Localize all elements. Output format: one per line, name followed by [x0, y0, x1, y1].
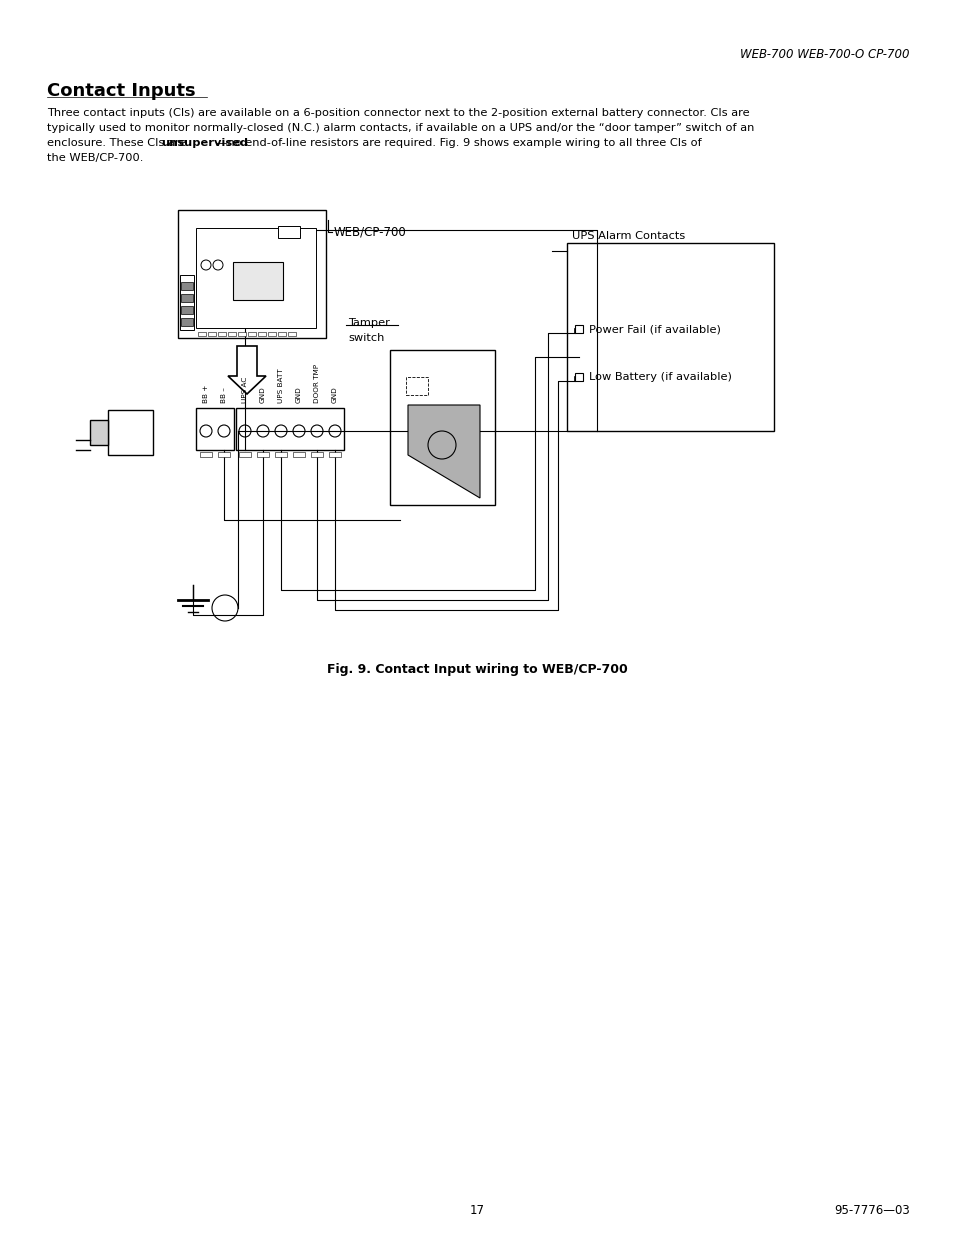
- Text: enclosure. These CIs are: enclosure. These CIs are: [47, 138, 190, 148]
- Bar: [257, 332, 266, 336]
- Bar: [181, 306, 193, 314]
- Bar: [329, 452, 340, 457]
- Bar: [311, 452, 323, 457]
- Bar: [195, 408, 233, 450]
- Text: GND: GND: [260, 387, 266, 403]
- Bar: [237, 332, 246, 336]
- Bar: [575, 325, 582, 333]
- Bar: [200, 452, 212, 457]
- Text: BB +: BB +: [203, 384, 209, 403]
- Bar: [268, 332, 275, 336]
- Text: UPS Alarm Contacts: UPS Alarm Contacts: [572, 231, 684, 241]
- Text: UPS BATT: UPS BATT: [277, 368, 284, 403]
- Bar: [288, 332, 295, 336]
- Bar: [235, 408, 344, 450]
- Text: 17: 17: [469, 1203, 484, 1216]
- Bar: [256, 452, 269, 457]
- Text: —no end-of-line resistors are required. Fig. 9 shows example wiring to all three: —no end-of-line resistors are required. …: [216, 138, 701, 148]
- Text: typically used to monitor normally-closed (N.C.) alarm contacts, if available on: typically used to monitor normally-close…: [47, 124, 754, 133]
- Bar: [178, 210, 326, 338]
- Text: Low Battery (if available): Low Battery (if available): [588, 372, 731, 382]
- Bar: [198, 332, 206, 336]
- Bar: [248, 332, 255, 336]
- Bar: [406, 377, 428, 395]
- Text: Fig. 9. Contact Input wiring to WEB/CP-700: Fig. 9. Contact Input wiring to WEB/CP-7…: [326, 663, 627, 676]
- Text: GND: GND: [295, 387, 302, 403]
- Text: WEB/CP-700: WEB/CP-700: [334, 226, 406, 238]
- Bar: [108, 410, 152, 454]
- Text: the WEB/CP-700.: the WEB/CP-700.: [47, 153, 143, 163]
- Polygon shape: [228, 346, 266, 394]
- Bar: [181, 282, 193, 290]
- Text: unsupervised: unsupervised: [161, 138, 248, 148]
- Bar: [575, 373, 582, 382]
- Polygon shape: [408, 405, 479, 498]
- Text: WEB-700 WEB-700-O CP-700: WEB-700 WEB-700-O CP-700: [740, 48, 909, 61]
- Bar: [228, 332, 235, 336]
- Text: GND: GND: [332, 387, 337, 403]
- Bar: [293, 452, 305, 457]
- Text: Contact Inputs: Contact Inputs: [47, 82, 195, 100]
- Text: Power Fail (if available): Power Fail (if available): [588, 324, 720, 333]
- Bar: [277, 332, 286, 336]
- Text: Three contact inputs (CIs) are available on a 6-position connector next to the 2: Three contact inputs (CIs) are available…: [47, 107, 749, 119]
- Bar: [90, 420, 108, 445]
- Bar: [208, 332, 215, 336]
- Text: DOOR TMP: DOOR TMP: [314, 364, 319, 403]
- Bar: [218, 332, 226, 336]
- Text: BB –: BB –: [221, 387, 227, 403]
- Text: Tamper: Tamper: [348, 317, 390, 329]
- Bar: [181, 317, 193, 326]
- Bar: [277, 226, 299, 238]
- Bar: [180, 275, 193, 330]
- Text: switch: switch: [348, 333, 384, 343]
- Bar: [218, 452, 230, 457]
- Text: UPS AC: UPS AC: [242, 377, 248, 403]
- Text: 95-7776—03: 95-7776—03: [833, 1203, 909, 1216]
- Bar: [566, 243, 773, 431]
- Bar: [390, 350, 495, 505]
- Bar: [239, 452, 251, 457]
- Bar: [181, 294, 193, 303]
- Bar: [274, 452, 287, 457]
- Bar: [195, 228, 315, 329]
- Bar: [233, 262, 283, 300]
